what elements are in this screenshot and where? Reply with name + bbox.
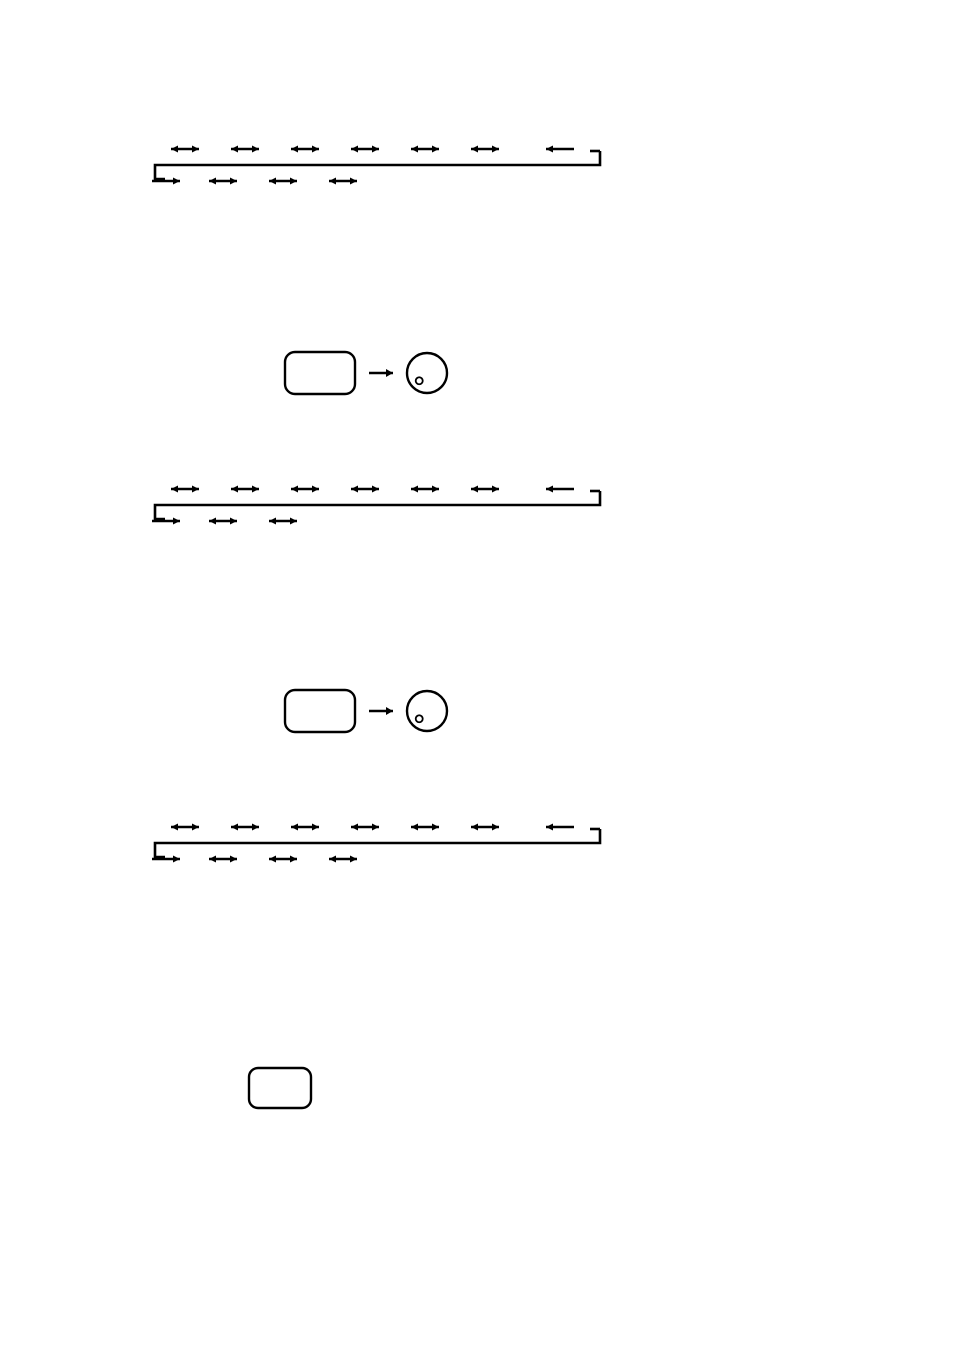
- circle-icon: [407, 691, 447, 731]
- arrow-icon: [546, 146, 574, 153]
- arrow-icon: [351, 824, 379, 831]
- segment: [155, 151, 600, 179]
- arrow-icon: [329, 178, 357, 185]
- glyph: [285, 690, 447, 732]
- glyph: [249, 1068, 311, 1108]
- circle-icon: [407, 353, 447, 393]
- arrow-icon: [471, 824, 499, 831]
- rounded-rect: [285, 352, 355, 394]
- arrow-icon: [171, 146, 199, 153]
- diagram-svg: [0, 0, 954, 1350]
- rounded-rect: [249, 1068, 311, 1108]
- arrow-icon: [471, 146, 499, 153]
- arrow-icon: [209, 178, 237, 185]
- arrow-icon: [269, 518, 297, 525]
- segment: [155, 491, 600, 519]
- arrow-icon: [171, 824, 199, 831]
- arrow-icon: [546, 486, 574, 493]
- diagram-root: [0, 0, 954, 1350]
- rounded-rect: [285, 690, 355, 732]
- arrow-icon: [351, 486, 379, 493]
- arrow-icon: [291, 486, 319, 493]
- glyph: [285, 352, 447, 394]
- dot-icon: [416, 377, 423, 384]
- arrow-icon: [411, 486, 439, 493]
- arrow-icon: [411, 146, 439, 153]
- arrow-icon: [171, 486, 199, 493]
- arrow-icon: [209, 856, 237, 863]
- arrow-icon: [291, 146, 319, 153]
- arrow-icon: [291, 824, 319, 831]
- arrow-icon: [546, 824, 574, 831]
- arrow-icon: [269, 178, 297, 185]
- arrow-icon: [269, 856, 297, 863]
- arrow-icon: [471, 486, 499, 493]
- segment: [155, 829, 600, 857]
- dot-icon: [416, 715, 423, 722]
- arrow-icon: [209, 518, 237, 525]
- arrow-icon: [351, 146, 379, 153]
- arrow-icon: [411, 824, 439, 831]
- arrow-icon: [329, 856, 357, 863]
- arrow-icon: [231, 486, 259, 493]
- arrow-icon: [231, 824, 259, 831]
- arrow-icon: [231, 146, 259, 153]
